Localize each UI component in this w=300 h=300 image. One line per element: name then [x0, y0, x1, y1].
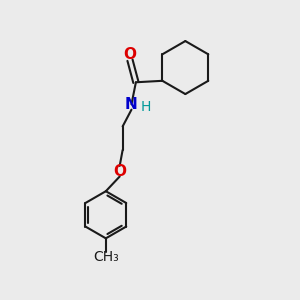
Text: CH₃: CH₃	[93, 250, 119, 265]
Text: O: O	[124, 47, 136, 62]
Text: N: N	[125, 97, 138, 112]
Text: H: H	[141, 100, 152, 114]
Text: O: O	[113, 164, 126, 179]
